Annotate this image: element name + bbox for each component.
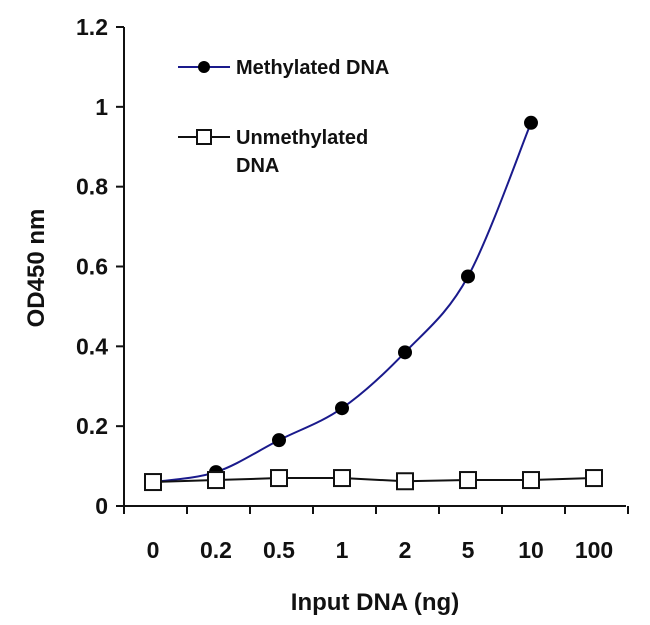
y-tick-label: 1.2	[76, 14, 108, 40]
x-tick-label: 0.2	[200, 537, 232, 563]
x-tick-label: 2	[399, 537, 412, 563]
x-tick-label: 0	[147, 537, 160, 563]
x-axis-title: Input DNA (ng)	[291, 589, 459, 616]
unmethylated-data-point	[144, 473, 162, 492]
y-tick-label: 0.6	[76, 254, 108, 280]
methylated-data-point	[272, 433, 286, 448]
methylated-data-point	[461, 269, 475, 284]
y-tick-label: 0.2	[76, 413, 108, 439]
legend-methylated-marker	[198, 61, 210, 73]
unmethylated-data-point	[207, 471, 225, 490]
legend-unmethylated-label-line2: DNA	[236, 155, 279, 177]
series-lines	[152, 122, 595, 484]
y-tick-label: 0.4	[76, 333, 108, 359]
unmethylated-data-point	[333, 469, 351, 488]
x-tick-label: 10	[518, 537, 544, 563]
methylated-data-point	[524, 115, 538, 130]
axes	[123, 27, 626, 507]
legend-methylated-label: Methylated DNA	[236, 57, 389, 79]
x-tick-label: 0.5	[263, 537, 295, 563]
legend-unmethylated-label: Unmethylated	[236, 127, 368, 149]
unmethylated-data-point	[270, 469, 288, 488]
y-tick-label: 0.8	[76, 174, 108, 200]
series-markers	[144, 115, 603, 492]
legend-unmethylated-marker	[196, 129, 212, 145]
x-ticks: 0 0.2 0.5 1 2 5 10 100	[123, 506, 629, 563]
y-ticks: 0 0.2 0.4 0.6 0.8 1 1.2	[76, 14, 124, 519]
y-tick-label: 0	[95, 493, 108, 519]
x-tick-label: 1	[336, 537, 349, 563]
x-tick-label: 100	[575, 537, 613, 563]
x-tick-label: 5	[462, 537, 475, 563]
series-line-unmethylated	[152, 477, 595, 484]
methylated-data-point	[335, 401, 349, 416]
series-line-methylated	[152, 122, 532, 484]
y-tick-label: 1	[95, 94, 108, 120]
unmethylated-data-point	[585, 469, 603, 488]
legend: Methylated DNA Unmethylated DNA	[178, 57, 389, 177]
methylated-data-point	[398, 345, 412, 360]
unmethylated-data-point	[459, 471, 477, 490]
unmethylated-data-point	[396, 472, 414, 491]
unmethylated-data-point	[522, 471, 540, 490]
y-axis-title: OD450 nm	[23, 209, 50, 328]
